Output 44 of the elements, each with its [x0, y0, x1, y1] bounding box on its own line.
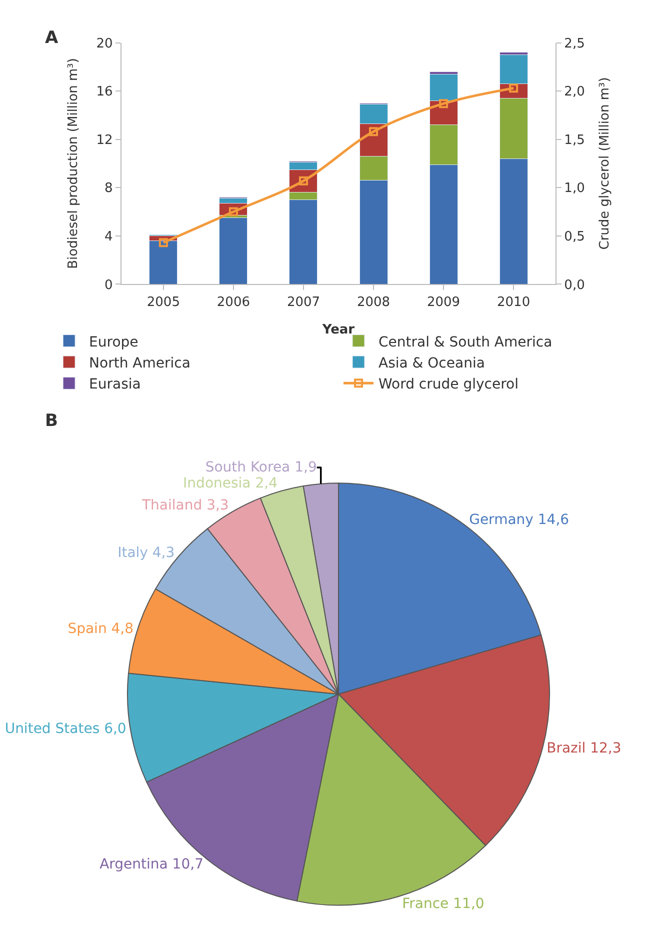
point: [369, 127, 378, 136]
y2-axis-title: Crude glycerol (Million m³): [597, 77, 612, 250]
slice-label: France 11,0: [402, 896, 484, 912]
y-tick-label: 16: [96, 84, 113, 100]
slice-label: Spain 4,8: [68, 620, 134, 637]
y2-tick-label: 2,0: [564, 84, 585, 100]
y2-tick-label: 1,5: [564, 132, 585, 148]
slice-label: Germany 14,6: [469, 512, 570, 528]
x-axis-title: Year: [321, 322, 356, 338]
legend-label: North America: [89, 355, 190, 372]
slice-label: Brazil 12,3: [546, 740, 622, 756]
y2-tick-label: 0,5: [564, 229, 585, 244]
slice-label: South Korea 1,9: [205, 460, 317, 476]
y2-tick-label: 2,5: [564, 36, 585, 52]
bar: [149, 240, 178, 284]
legend-label: Word crude glycerol: [378, 376, 518, 393]
x-tick-label: 2009: [426, 294, 460, 310]
slice-label: Indonesia 2,4: [183, 476, 278, 492]
chart-title: A: [45, 28, 59, 48]
bar: [219, 218, 248, 284]
legend-label: Asia & Oceania: [378, 355, 485, 372]
x-tick-label: 2010: [497, 294, 530, 310]
y-tick-label: 0: [104, 278, 113, 293]
x-tick-label: 2008: [356, 294, 390, 310]
y-axis-title: Biodiesel production (Million m³): [66, 58, 82, 269]
y2-tick-label: 1,0: [564, 181, 585, 196]
point: [439, 99, 448, 108]
slice-label: Argentina 10,7: [100, 856, 204, 873]
y-tick-label: 4: [104, 229, 113, 244]
y-tick-label: 20: [96, 36, 113, 52]
y2-tick-label: 0,0: [564, 278, 585, 293]
y-tick-label: 8: [104, 181, 113, 196]
x-tick-label: 2007: [286, 294, 320, 310]
y-tick-label: 12: [96, 132, 113, 148]
x-tick-label: 2006: [216, 294, 250, 310]
x-tick-label: 2005: [146, 294, 180, 310]
slice-label: Italy 4,3: [118, 544, 175, 561]
slice-label: United States 6,0: [4, 721, 126, 738]
slice-label: Thailand 3,3: [140, 497, 229, 514]
legend-label: Central & South America: [378, 334, 552, 350]
chart-title: B: [45, 411, 58, 431]
legend-label: Europe: [89, 334, 138, 350]
point: [158, 238, 168, 248]
legend-label: Eurasia: [89, 376, 141, 393]
